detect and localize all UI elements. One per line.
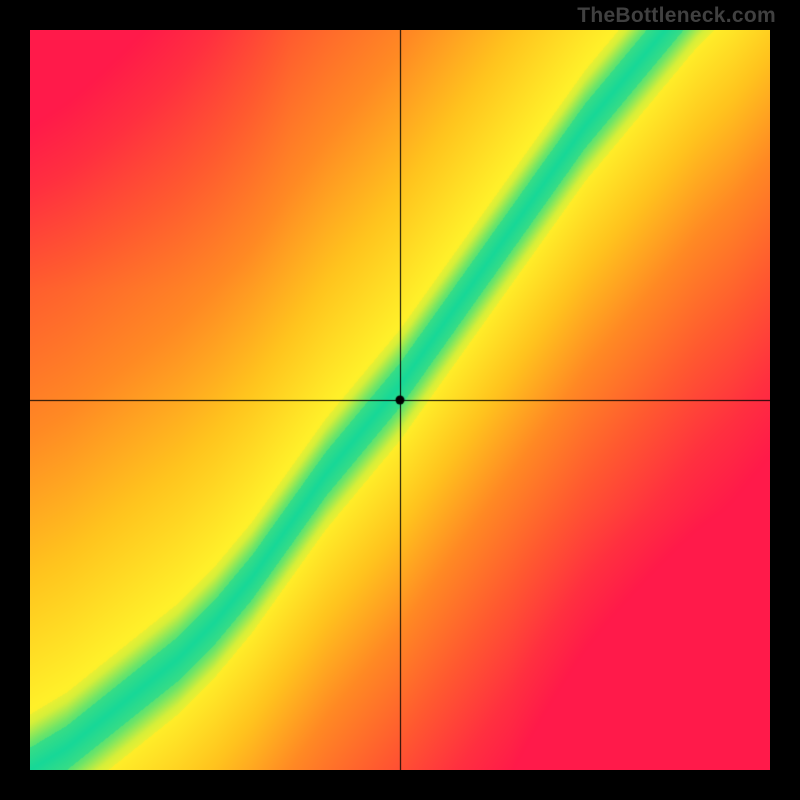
heatmap-plot — [30, 30, 770, 770]
watermark-text: TheBottleneck.com — [577, 4, 776, 28]
heatmap-canvas — [30, 30, 770, 770]
